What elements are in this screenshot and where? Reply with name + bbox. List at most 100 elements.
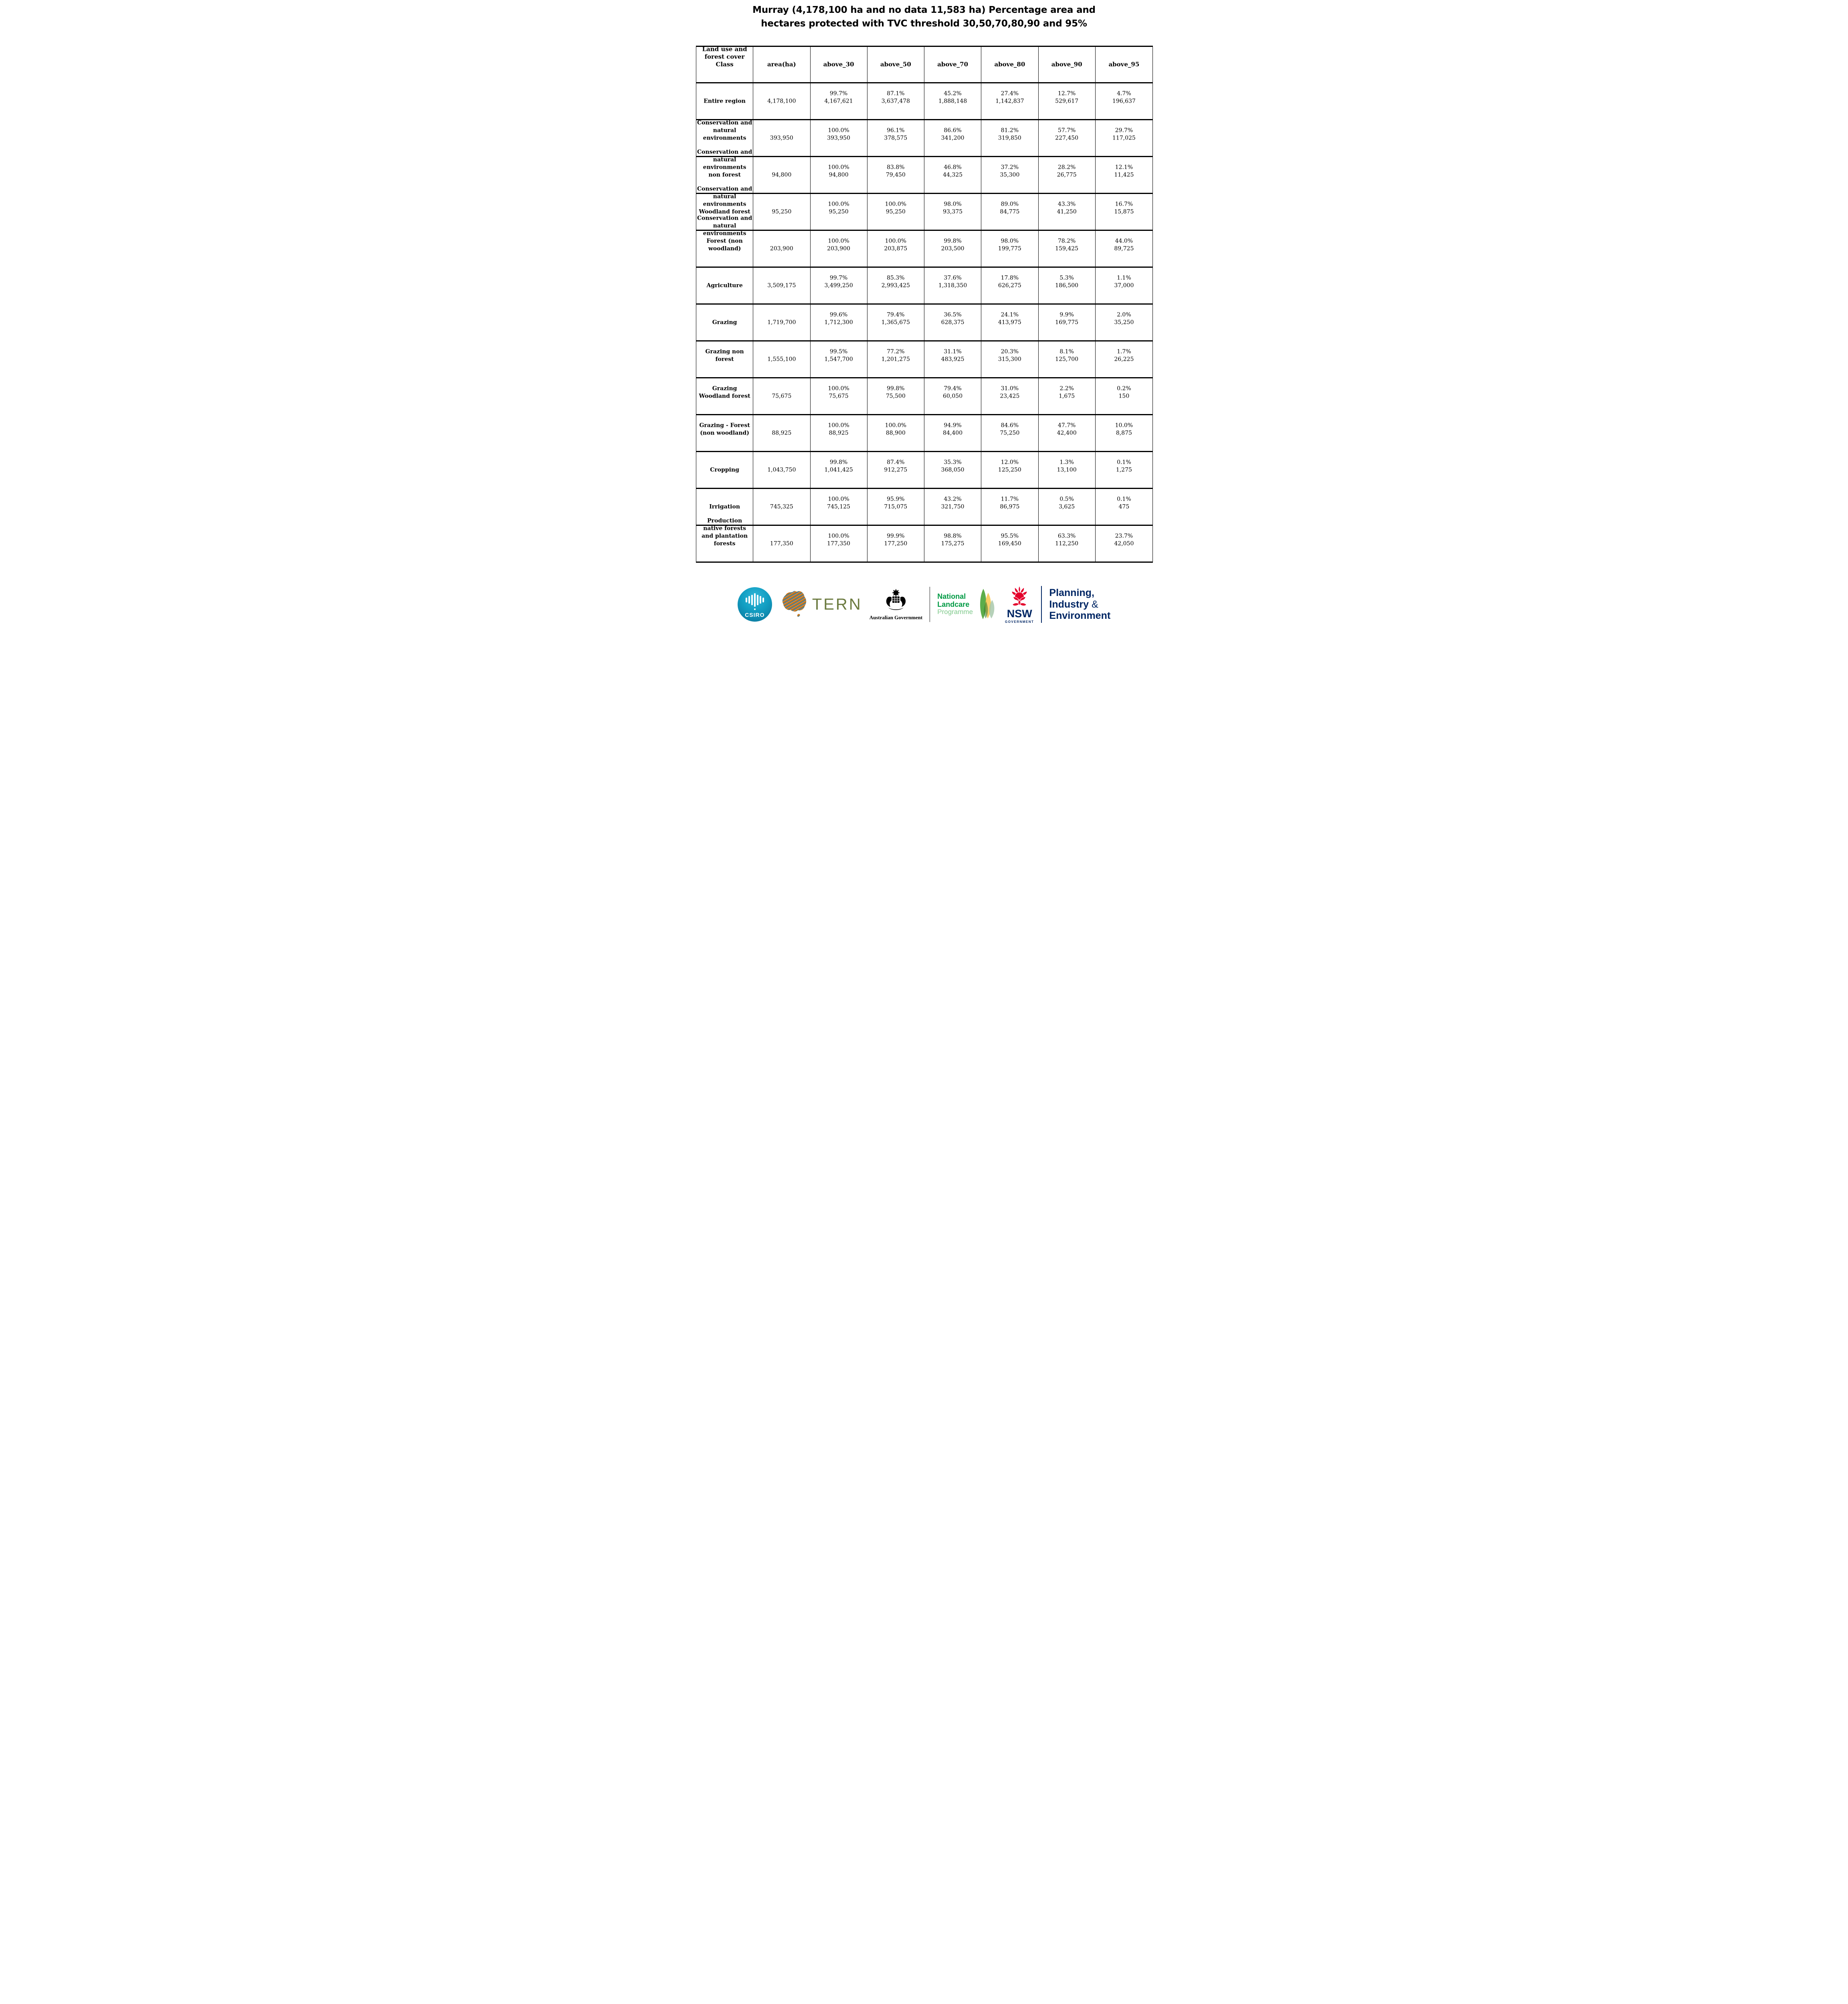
australian-government-logo: Australian Government [869,588,922,621]
threshold-cell: 100.0% 95,250 [810,194,867,231]
tern-australia-map-icon [782,591,806,617]
hectares-value: 1,142,837 [995,98,1024,104]
threshold-cell: 12.0% 125,250 [981,452,1039,489]
row-label-cell: Irrigation [696,489,754,526]
percent-value: 98.8% [944,533,962,539]
threshold-cell: 84.6% 75,250 [981,415,1039,452]
percent-value: 2.0% [1117,311,1131,318]
area-value: 4,178,100 [767,98,796,104]
hectares-value: 35,250 [1114,319,1134,325]
percent-value: 16.7% [1115,201,1133,207]
threshold-cell: 98.0% 93,375 [924,194,982,231]
threshold-cell: 79.4% 1,365,675 [867,305,924,341]
row-label-cell: Cropping [696,452,754,489]
percent-value: 100.0% [828,422,849,428]
hectares-value: 3,637,478 [881,98,910,104]
threshold-cell: 89.0% 84,775 [981,194,1039,231]
threshold-cell: 99.8% 1,041,425 [810,452,867,489]
percent-value: 28.2% [1057,164,1076,170]
percent-value: 100.0% [828,201,849,207]
threshold-cell: 100.0% 75,675 [810,378,867,415]
area-value: 1,043,750 [767,467,796,473]
percent-value: 29.7% [1115,127,1133,133]
threshold-cell: 100.0% 745,125 [810,489,867,526]
row-label-cell: Entire region [696,83,754,120]
percent-value: 86.6% [944,127,962,133]
hectares-value: 203,875 [884,245,908,252]
percent-value: 12.7% [1057,90,1076,97]
threshold-cell: 85.3% 2,993,425 [867,268,924,305]
percent-value: 45.2% [944,90,962,97]
percent-value: 24.1% [1001,311,1019,318]
row-label-cell: Conservation and natural environments [696,119,754,157]
threshold-cell: 100.0% 88,900 [867,415,924,452]
threshold-cell: 31.0% 23,425 [981,378,1039,415]
threshold-cell: 100.0% 94,800 [810,157,867,194]
percent-value: 12.0% [1001,459,1019,465]
area-value: 75,675 [772,393,792,399]
threshold-cell: 96.1% 378,575 [867,120,924,157]
row-label: Production native forests and plantation… [702,517,748,547]
page-title: Murray (4,178,100 ha and no data 11,583 … [693,3,1155,30]
hectares-value: 11,425 [1114,172,1134,178]
threshold-cell: 99.8% 75,500 [867,378,924,415]
australian-government-crest-icon [886,588,906,610]
threshold-cell: 11.7% 86,975 [981,489,1039,526]
threshold-cell: 16.7% 15,875 [1095,194,1152,231]
threshold-cell: 78.2% 159,425 [1038,231,1096,268]
landcare-logo: National Landcare Programme [937,588,998,621]
percent-value: 0.1% [1117,459,1131,465]
row-label: Entire region [704,98,746,104]
percent-value: 99.7% [829,275,848,281]
threshold-cell: 0.1% 1,275 [1095,452,1152,489]
threshold-cell: 27.4% 1,142,837 [981,83,1039,120]
threshold-cell: 81.2% 319,850 [981,120,1039,157]
threshold-cell: 20.3% 315,300 [981,341,1039,378]
percent-value: 43.2% [944,496,962,502]
percent-value: 89.0% [1001,201,1019,207]
row-label-cell: Conservation and natural environments Wo… [696,186,754,231]
percent-value: 100.0% [828,496,849,502]
row-label: Grazing - Forest (non woodland) [699,422,750,436]
percent-value: 35.3% [944,459,962,465]
percent-value: 63.3% [1057,533,1076,539]
hectares-value: 475 [1118,503,1130,510]
threshold-cell: 31.1% 483,925 [924,341,982,378]
row-label: Conservation and natural environments [697,119,752,141]
hectares-value: 912,275 [884,467,908,473]
percent-value: 31.0% [1001,385,1019,392]
percent-value: 46.8% [944,164,962,170]
hectares-value: 3,625 [1059,503,1075,510]
threshold-cell: 99.5% 1,547,700 [810,341,867,378]
landcare-label-line1: National [937,592,966,600]
area-cell: 1,719,700 [753,305,811,341]
hectares-value: 368,050 [941,467,964,473]
threshold-cell: 2.2% 1,675 [1038,378,1096,415]
data-table: Land use and forest cover Class area(ha) a… [696,46,1153,563]
hectares-value: 125,250 [998,467,1021,473]
percent-value: 96.1% [887,127,905,133]
percent-value: 100.0% [828,385,849,392]
column-header: area(ha) [767,61,796,68]
threshold-cell: 43.2% 321,750 [924,489,982,526]
hectares-value: 319,850 [998,135,1021,141]
landcare-label-line3: Programme [937,608,973,616]
area-cell: 1,043,750 [753,452,811,489]
hectares-value: 393,950 [827,135,851,141]
percent-value: 99.8% [887,385,905,392]
hectares-value: 341,200 [941,135,964,141]
hectares-value: 94,800 [829,172,849,178]
hectares-value: 1,712,300 [824,319,853,325]
landcare-label-line2: Landcare [937,600,970,608]
area-value: 393,950 [770,135,793,141]
area-value: 94,800 [772,172,792,178]
threshold-cell: 29.7% 117,025 [1095,120,1152,157]
percent-value: 99.7% [829,90,848,97]
hectares-value: 23,425 [1000,393,1020,399]
planning-industry-environment-logo: Planning, Industry & Environment [1049,587,1110,622]
hectares-value: 529,617 [1055,98,1079,104]
percent-value: 100.0% [828,164,849,170]
threshold-cell: 24.1% 413,975 [981,305,1039,341]
threshold-cell: 12.7% 529,617 [1038,83,1096,120]
percent-value: 20.3% [1001,348,1019,355]
